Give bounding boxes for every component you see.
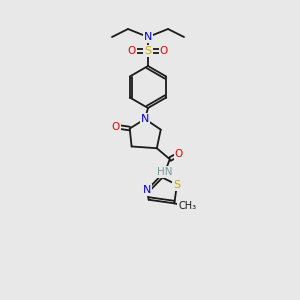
Text: HN: HN [157, 167, 172, 177]
Text: N: N [144, 32, 152, 42]
Text: O: O [160, 46, 168, 56]
Text: N: N [141, 114, 149, 124]
Text: CH₃: CH₃ [178, 201, 196, 211]
Text: S: S [173, 180, 181, 190]
Text: O: O [112, 122, 120, 131]
Text: O: O [175, 149, 183, 159]
Text: N: N [143, 185, 151, 195]
Text: O: O [128, 46, 136, 56]
Text: S: S [144, 46, 152, 56]
